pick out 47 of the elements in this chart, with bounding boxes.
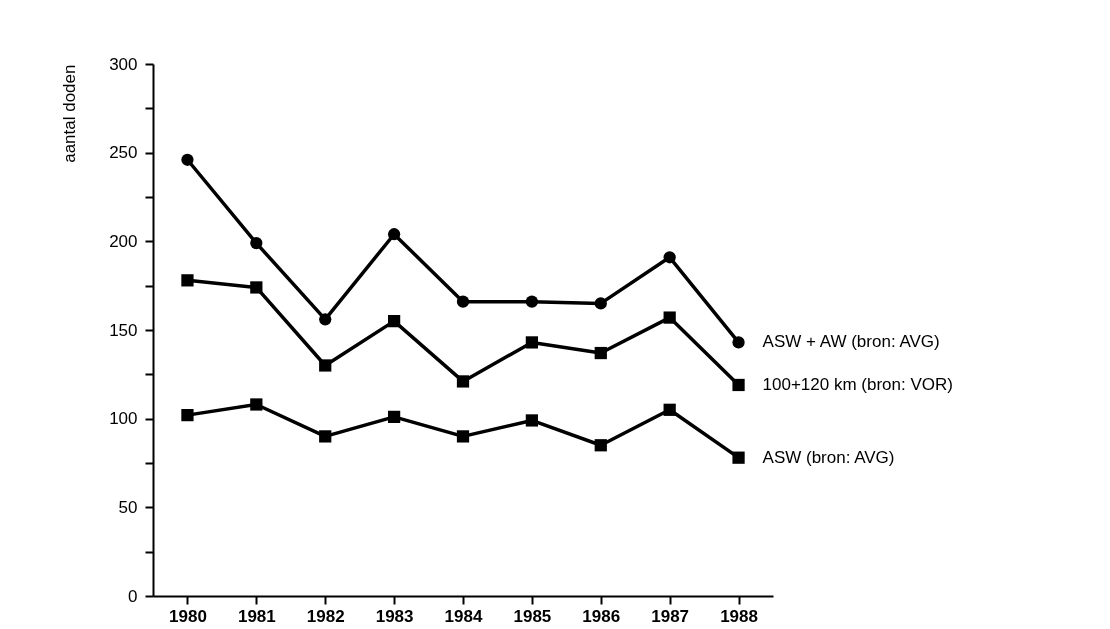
x-tick-label: 1980 (169, 606, 207, 626)
point (250, 281, 263, 294)
series-label: ASW + AW (bron: AVG) (762, 332, 940, 352)
y-tick-label: 300 (109, 54, 138, 74)
point (456, 430, 470, 443)
point (456, 375, 470, 388)
point (319, 359, 332, 372)
x-tick-label: 1982 (306, 606, 345, 626)
y-tick-label: 50 (118, 497, 138, 517)
y-tick-label: 200 (109, 231, 138, 251)
series-label: ASW (bron: AVG) (762, 447, 895, 467)
x-tick-label: 1987 (651, 606, 690, 626)
point (525, 414, 539, 427)
point (663, 403, 676, 416)
point (387, 228, 401, 241)
y-tick-label: 0 (128, 586, 138, 606)
point (456, 295, 470, 308)
point (250, 236, 263, 250)
point (181, 274, 194, 287)
x-tick-label: 1986 (582, 606, 621, 626)
y-axis-title: aantal doden (60, 64, 80, 163)
x-tick-label: 1984 (444, 606, 483, 626)
point (594, 346, 607, 360)
x-tick-label: 1988 (720, 606, 758, 626)
point (732, 451, 745, 464)
x-tick-label: 1983 (375, 606, 414, 626)
point (250, 398, 263, 411)
point (525, 295, 539, 308)
y-tick-label: 100 (109, 409, 138, 429)
point (387, 315, 401, 328)
point (181, 153, 194, 166)
point (663, 251, 676, 264)
point (387, 410, 401, 424)
point (594, 439, 607, 452)
point (181, 409, 194, 422)
y-tick-label: 150 (109, 320, 138, 340)
point (663, 311, 676, 324)
point (732, 336, 745, 349)
y-tick-label: 250 (109, 143, 138, 163)
point (319, 313, 332, 326)
x-tick-label: 1981 (237, 606, 276, 626)
point (525, 336, 539, 349)
point (319, 430, 332, 443)
point (594, 297, 607, 310)
x-tick-label: 1985 (513, 606, 552, 626)
point (732, 378, 745, 392)
series-label: 100+120 km (bron: VOR) (762, 374, 953, 394)
